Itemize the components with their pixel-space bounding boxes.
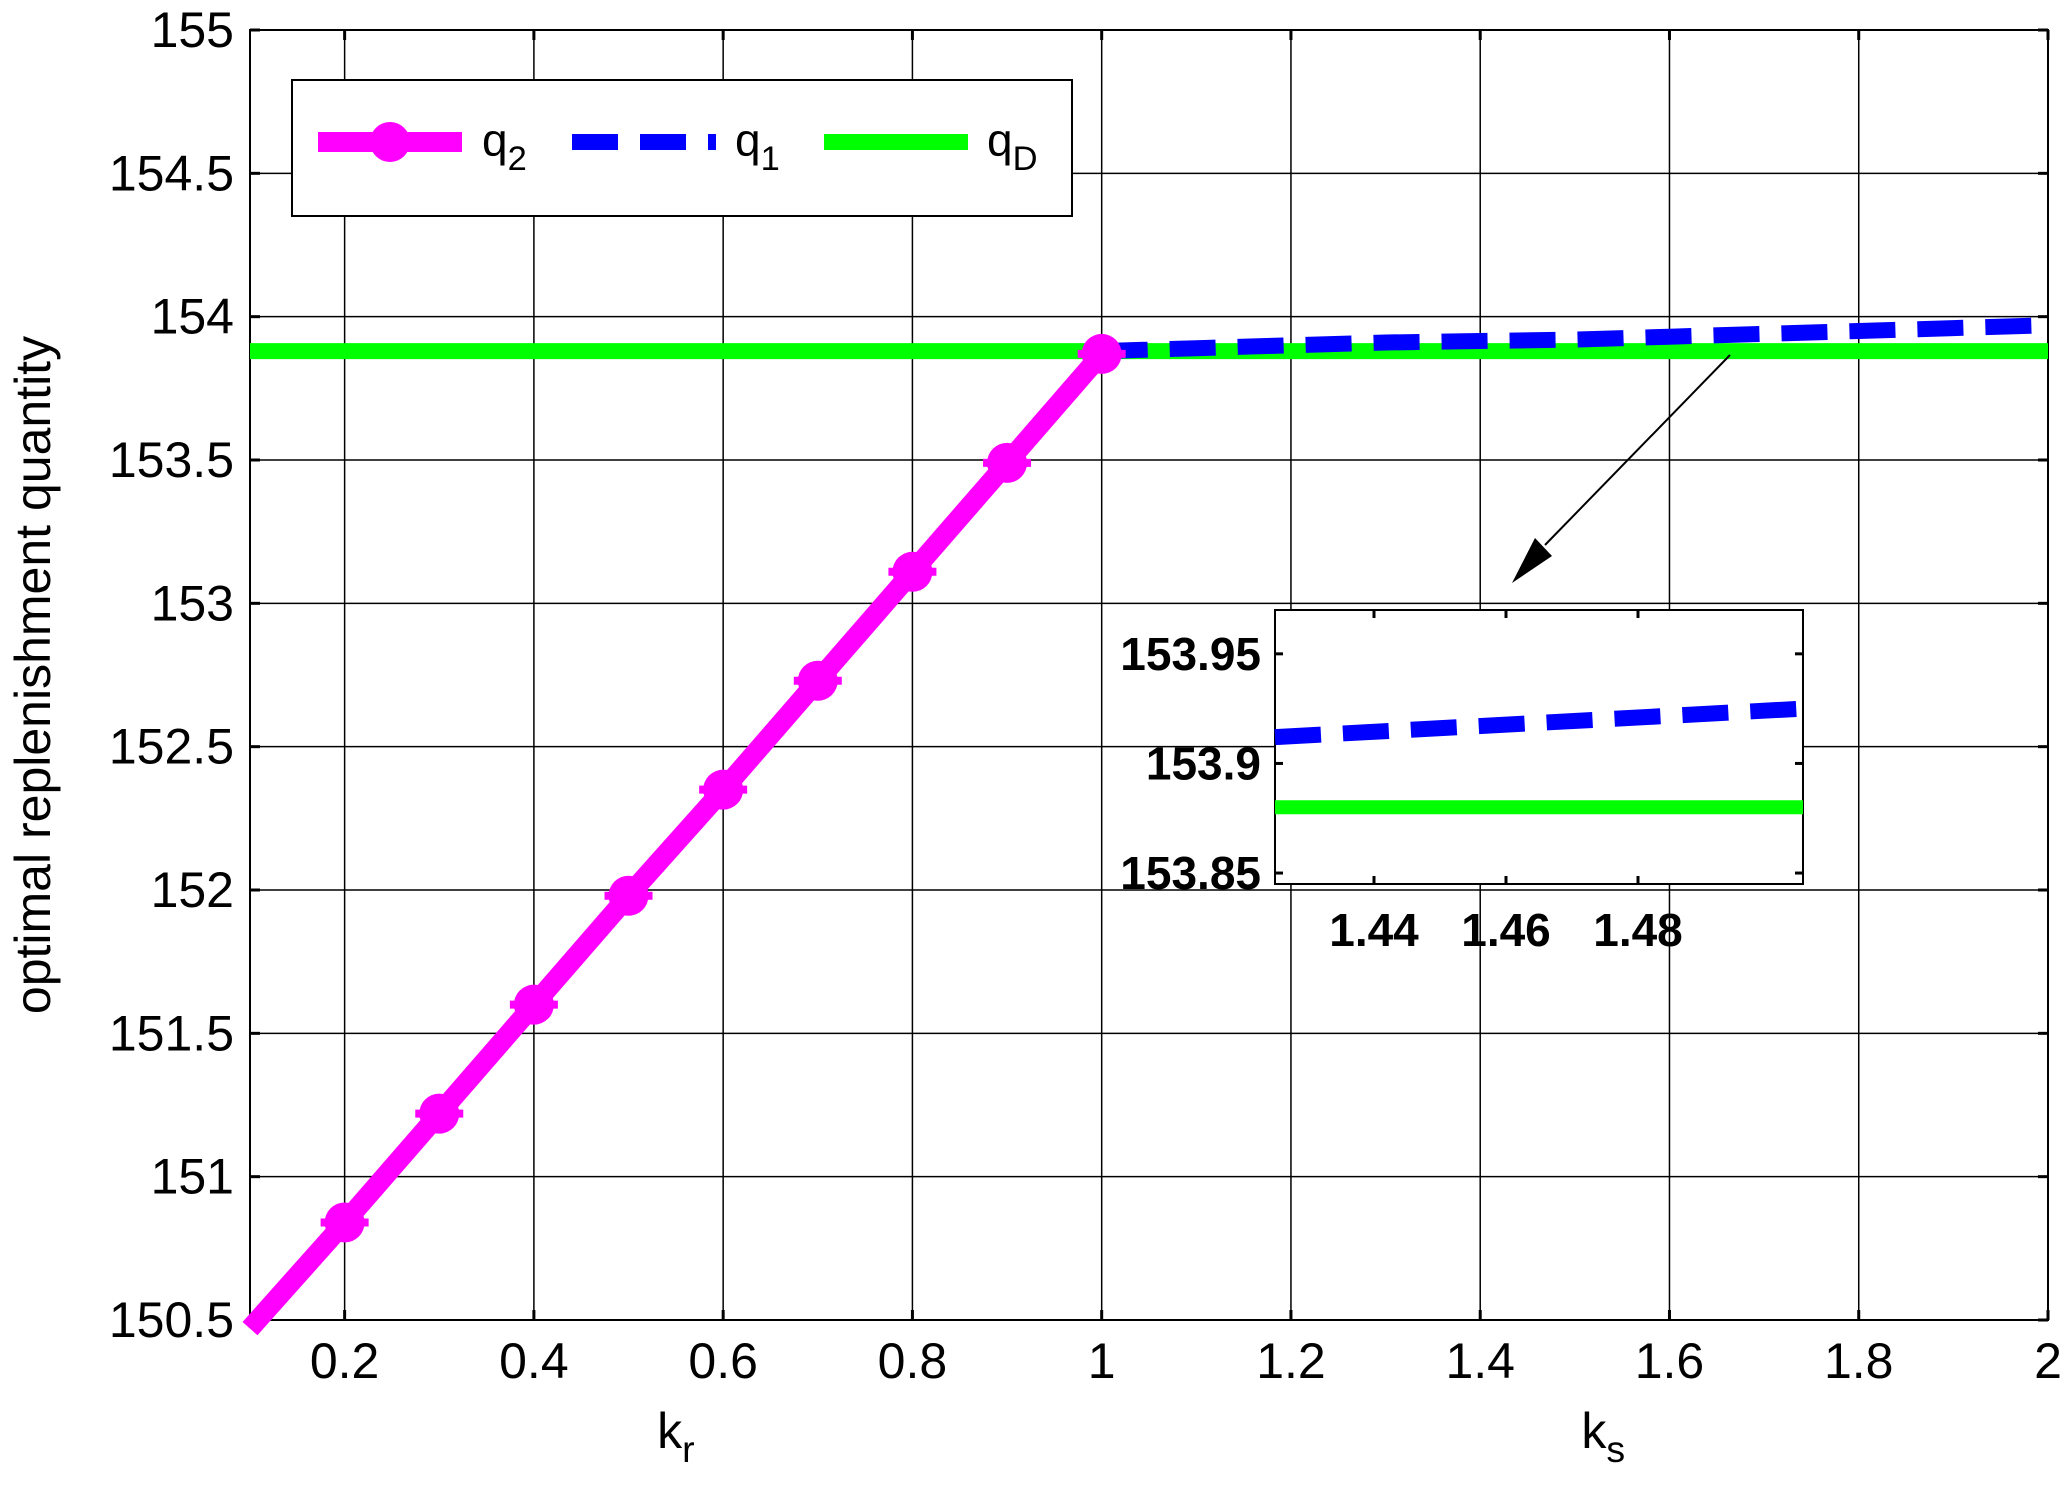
- zoom-arrow-line: [1544, 354, 1731, 546]
- legend-label-qD: qD: [987, 114, 1038, 178]
- zoom-arrow-head: [1512, 538, 1552, 583]
- x-tick-label: 0.2: [310, 1333, 380, 1389]
- inset-x-tick-label: 1.46: [1461, 904, 1551, 956]
- y-tick-label: 154.5: [109, 145, 234, 201]
- y-tick-label: 151: [151, 1149, 234, 1205]
- x-tick-label: 1.2: [1256, 1333, 1326, 1389]
- y-tick-label: 152: [151, 862, 234, 918]
- x-tick-label: 0.4: [499, 1333, 569, 1389]
- x-axis-label-left: kr: [657, 1403, 695, 1470]
- x-tick-label: 1.6: [1635, 1333, 1705, 1389]
- plot-frame: [249, 29, 2049, 1321]
- y-tick-label: 153: [151, 575, 234, 631]
- inset-y-tick-label: 153.85: [1120, 847, 1261, 899]
- y-tick-label: 150.5: [109, 1292, 234, 1348]
- x-tick-label: 1.4: [1445, 1333, 1515, 1389]
- inset-x-tick-label: 1.44: [1329, 904, 1419, 956]
- x-axis-label-right: ks: [1581, 1403, 1625, 1470]
- y-tick-label: 152.5: [109, 719, 234, 775]
- legend-label-q2: q2: [482, 114, 527, 178]
- y-tick-label: 151.5: [109, 1005, 234, 1061]
- inset-y-tick-label: 153.9: [1146, 737, 1261, 789]
- y-tick-label: 153.5: [109, 432, 234, 488]
- series-q2-line: [242, 347, 1110, 1336]
- y-tick-label: 154: [151, 289, 234, 345]
- y-axis-label: optimal replenishment quantity: [5, 336, 61, 1014]
- y-tick-label: 155: [151, 2, 234, 58]
- x-tick-label: 1: [1088, 1333, 1116, 1389]
- inset-series-q1: [1274, 700, 1804, 746]
- inset-frame: [1274, 609, 1804, 885]
- x-tick-label: 2: [2034, 1333, 2062, 1389]
- x-tick-label: 0.6: [688, 1333, 758, 1389]
- legend-marker-q2: [370, 122, 410, 162]
- x-tick-label: 1.8: [1824, 1333, 1894, 1389]
- inset-y-tick-label: 153.95: [1120, 628, 1261, 680]
- inset-x-tick-label: 1.48: [1593, 904, 1683, 956]
- x-tick-label: 0.8: [878, 1333, 948, 1389]
- series-q1-line: [1101, 317, 2049, 360]
- legend-label-q1: q1: [735, 114, 780, 178]
